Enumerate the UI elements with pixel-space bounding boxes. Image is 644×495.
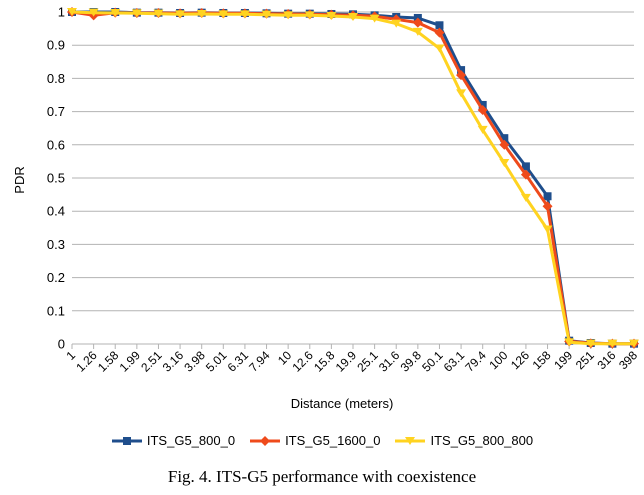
data-point (412, 17, 423, 28)
x-tick-label: 1.99 (117, 348, 144, 375)
y-axis-label: PDR (12, 166, 27, 193)
x-tick-label: 25.1 (354, 348, 381, 375)
x-axis-label: Distance (meters) (291, 396, 394, 411)
data-point (326, 11, 337, 20)
data-point (477, 125, 488, 134)
data-point (88, 8, 99, 17)
x-tick-label: 50.1 (419, 348, 446, 375)
data-point (542, 201, 553, 212)
x-tick-label: 2.51 (138, 348, 165, 375)
y-tick-label: 0.7 (47, 104, 65, 119)
x-tick-label: 1.58 (95, 348, 122, 375)
gridlines (71, 11, 635, 349)
line-chart: 0 0.1 0.2 0.3 0.4 0.5 0.6 0.7 0.8 0.9 1 11.261.581… (12, 5, 640, 412)
data-point (542, 225, 553, 234)
data-point (500, 134, 509, 143)
x-tick-label: 12.6 (289, 348, 316, 375)
x-tick-label: 100 (486, 348, 510, 372)
figure-caption: Fig. 4. ITS-G5 performance with coexiste… (167, 467, 477, 486)
y-tick-label: 0.2 (47, 270, 65, 285)
x-tick-label: 31.6 (376, 348, 403, 375)
data-point (239, 10, 250, 19)
y-tick-label: 0.4 (47, 204, 65, 219)
x-tick-label: 5.01 (203, 348, 230, 375)
legend-swatch-0 (111, 436, 142, 445)
data-point (391, 19, 402, 28)
data-point (456, 70, 467, 81)
y-tick-labels: 0 0.1 0.2 0.3 0.4 0.5 0.6 0.7 0.8 0.9 1 (47, 5, 65, 352)
data-point (543, 192, 552, 201)
data-point (499, 159, 510, 168)
series-lines (67, 7, 639, 349)
data-point (477, 104, 488, 115)
data-point (564, 338, 575, 347)
y-tick-label: 0.6 (47, 137, 65, 152)
x-tick-label: 1.26 (73, 348, 100, 375)
legend-item: ITS_G5_1600_0 (249, 433, 380, 448)
x-tick-label: 15.8 (311, 348, 338, 375)
x-tick-label: 3.16 (160, 348, 187, 375)
data-point (520, 169, 531, 180)
y-tick-label: 0.8 (47, 71, 65, 86)
x-tick-label: 19.9 (333, 348, 360, 375)
y-tick-label: 0.9 (47, 38, 65, 53)
data-point (607, 339, 618, 348)
legend: ITS_G5_800_0 ITS_G5_1600_0 ITS_G5_800_80… (0, 433, 644, 448)
legend-swatch-2 (395, 436, 426, 445)
data-point (110, 8, 121, 17)
y-tick-label: 0.1 (47, 303, 65, 318)
x-tick-label: 6.31 (225, 348, 252, 375)
x-tick-label: 158 (530, 348, 554, 372)
y-tick-label: 1 (58, 5, 65, 20)
data-point (434, 44, 445, 53)
x-tick-labels: 11.261.581.992.513.163.985.016.317.94 101… (63, 348, 640, 375)
data-point (499, 139, 510, 150)
data-point (456, 89, 467, 98)
x-tick-label: 251 (573, 348, 597, 372)
x-tick-label: 79.4 (462, 348, 489, 375)
data-point (131, 9, 142, 18)
legend-label: ITS_G5_800_0 (146, 433, 236, 448)
data-point (67, 8, 77, 16)
data-point (434, 27, 445, 38)
x-tick-label: 316 (594, 348, 618, 372)
data-point (283, 11, 294, 20)
data-point (435, 21, 444, 30)
y-tick-label: 0 (58, 337, 65, 352)
x-tick-label: 199 (551, 348, 575, 372)
y-tick-label: 0.3 (47, 237, 65, 252)
data-point (412, 27, 423, 36)
legend-item: ITS_G5_800_0 (111, 433, 235, 448)
data-point (521, 162, 530, 171)
x-tick-label: 63.1 (441, 348, 468, 375)
data-point (369, 14, 380, 23)
series-2 (67, 8, 639, 348)
legend-swatch-1 (250, 435, 281, 446)
data-point (520, 193, 531, 202)
data-point (196, 9, 207, 18)
data-point (153, 9, 164, 18)
data-point (348, 12, 358, 21)
data-point (585, 339, 596, 348)
x-tick-label: 398 (616, 348, 640, 372)
legend-item: ITS_G5_800_800 (394, 433, 533, 448)
data-point (218, 10, 229, 19)
data-point (304, 11, 315, 20)
data-point (629, 339, 639, 348)
legend-label: ITS_G5_1600_0 (285, 433, 381, 448)
x-tick-label: 3.98 (181, 348, 208, 375)
x-tick-label: 39.8 (398, 348, 425, 375)
data-point (175, 10, 186, 19)
data-point (261, 10, 272, 19)
x-tick-label: 7.94 (246, 348, 273, 375)
x-tick-label: 126 (508, 348, 532, 372)
y-tick-label: 0.5 (47, 171, 65, 186)
legend-label: ITS_G5_800_800 (430, 433, 534, 448)
